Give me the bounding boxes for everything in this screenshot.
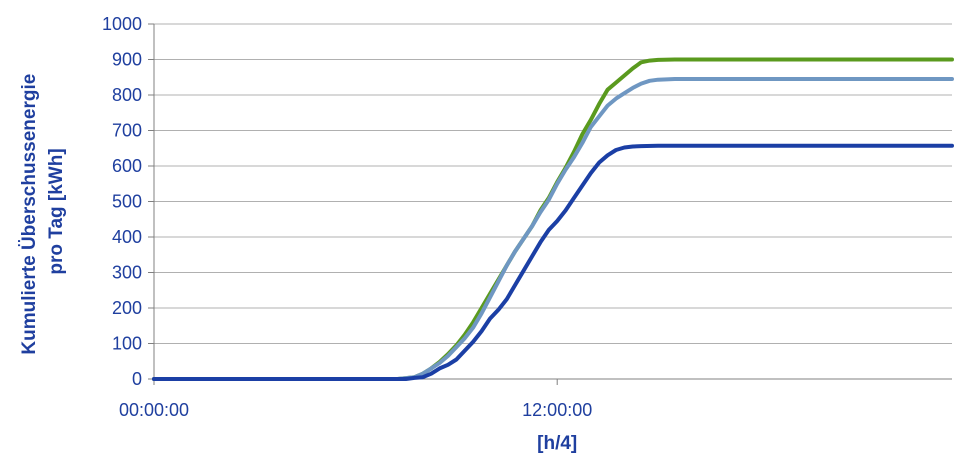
y-tick-label-800: 800	[112, 85, 142, 105]
y-tick-label-1000: 1000	[102, 14, 142, 34]
y-axis-title-line-2: pro Tag [kWh]	[46, 148, 67, 274]
y-tick-label-200: 200	[112, 298, 142, 318]
y-tick-label-500: 500	[112, 192, 142, 212]
y-axis-ticks: 0 100 200 300 400 500 600 700 800 900 1000	[102, 14, 154, 389]
y-tick-label-900: 900	[112, 50, 142, 70]
grid	[154, 23, 952, 344]
series-line-2	[152, 77, 954, 381]
y-tick-label-300: 300	[112, 263, 142, 283]
series-line-1	[152, 57, 954, 381]
series-lines	[152, 57, 954, 381]
x-axis-title: [h/4]	[537, 433, 577, 454]
x-tick-label-0: 00:00:00	[119, 400, 189, 420]
y-axis-title: Kumulierte Überschussenergie pro Tag [kW…	[19, 68, 67, 354]
series-line-3	[152, 143, 954, 381]
y-tick-label-600: 600	[112, 156, 142, 176]
y-tick-label-0: 0	[132, 369, 142, 389]
x-axis-ticks: 00:00:00 12:00:00	[119, 379, 592, 420]
y-tick-label-100: 100	[112, 334, 142, 354]
x-tick-label-1: 12:00:00	[522, 400, 592, 420]
y-tick-label-400: 400	[112, 227, 142, 247]
y-axis-title-line-1: Kumulierte Überschussenergie	[19, 74, 40, 355]
y-tick-label-700: 700	[112, 121, 142, 141]
